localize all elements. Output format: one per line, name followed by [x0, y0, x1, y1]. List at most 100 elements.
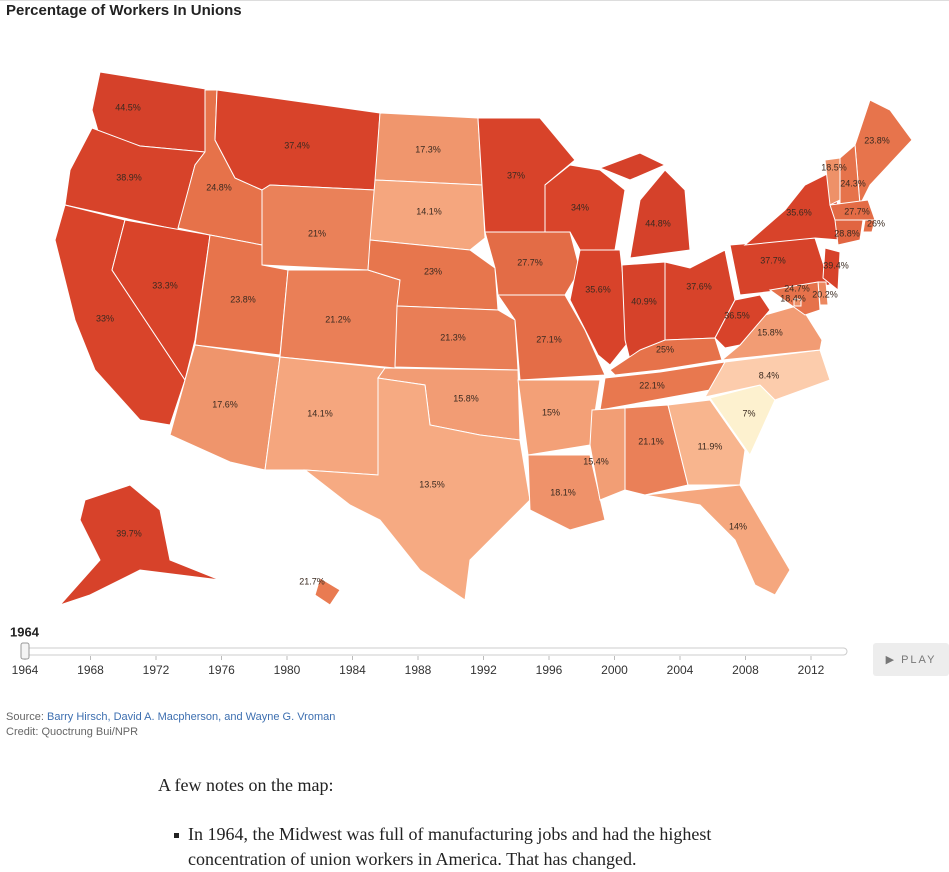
state-label: 15.4%	[583, 456, 609, 466]
state-label: 33%	[96, 313, 114, 323]
state-label: 15.8%	[453, 393, 479, 403]
state-label: 8.4%	[759, 370, 780, 380]
slider-track[interactable]	[21, 647, 848, 656]
slider-tick-label: 2000	[601, 663, 628, 677]
state-label: 27.7%	[517, 257, 543, 267]
state-label: 24.8%	[206, 182, 232, 192]
state	[527, 454, 606, 531]
state-label: 11.9%	[698, 441, 723, 451]
source-link[interactable]: Barry Hirsch, David A. Macpherson, and W…	[46, 711, 336, 723]
state	[569, 249, 631, 366]
state-label: 38.9%	[116, 172, 142, 182]
state-label: 21%	[308, 228, 326, 238]
note-item: In 1964, the Midwest was full of manufac…	[174, 822, 798, 872]
title: Percentage of Workers In Unions	[6, 2, 242, 19]
state-label: 37.6%	[686, 281, 712, 291]
state-label: 18.4%	[780, 293, 806, 303]
state-label: 26%	[867, 218, 885, 228]
state	[862, 219, 876, 233]
slider-tick-label: 2004	[667, 663, 694, 677]
state-label: 17.3%	[415, 144, 441, 154]
state-label: 33.3%	[152, 280, 178, 290]
state	[303, 377, 531, 601]
state-label: 17.6%	[212, 399, 238, 409]
state	[822, 247, 841, 291]
play-button[interactable]: ▶ PLAY	[873, 643, 949, 676]
state-label: 13.5%	[419, 479, 445, 489]
state-label: 34%	[571, 202, 589, 212]
state-label: 21.3%	[440, 332, 466, 342]
state-label: 20.2%	[812, 289, 838, 299]
slider-tick-label: 1992	[470, 663, 497, 677]
state-label: 21.2%	[325, 314, 351, 324]
slider-handle[interactable]	[20, 642, 30, 660]
state	[111, 219, 211, 382]
slider-tick-label: 1972	[143, 663, 170, 677]
state-label: 21.7%	[299, 576, 325, 586]
state-label: 44.5%	[115, 102, 141, 112]
state-label: 40.9%	[631, 296, 657, 306]
state	[624, 404, 689, 496]
state	[598, 152, 691, 259]
source-label: Source:	[6, 711, 44, 723]
notes-intro: A few notes on the map:	[158, 775, 334, 795]
state-label: 21.1%	[638, 436, 664, 446]
state-label: 14%	[729, 521, 747, 531]
state	[394, 305, 519, 371]
state-label: 18.1%	[550, 487, 576, 497]
slider-tick-label: 1964	[12, 663, 39, 677]
state-label: 37%	[507, 170, 525, 180]
slider-tick-label: 1980	[274, 663, 301, 677]
state-label: 24.3%	[840, 178, 866, 188]
slider-ticks: 1964 1968 1972 1976 1980 1984 1988 1992 1996 2000…	[12, 656, 825, 677]
source-line: Source: Barry Hirsch, David A. Macpherso…	[6, 710, 335, 725]
current-year: 1964	[10, 624, 40, 639]
state	[609, 337, 723, 376]
state-label: 37.4%	[284, 140, 310, 150]
state	[369, 179, 486, 251]
state-label: 24.7%	[784, 283, 810, 293]
state-label: 22.1%	[639, 380, 665, 390]
state-label: 7%	[742, 408, 755, 418]
state	[261, 184, 376, 271]
state-label: 18.5%	[821, 162, 847, 172]
state	[714, 294, 771, 349]
state-label: 44.8%	[645, 218, 671, 228]
credit: Credit: Quoctrung Bui/NPR	[6, 726, 139, 738]
state-label: 36.5%	[724, 310, 750, 320]
slider-tick-label: 1984	[339, 663, 366, 677]
state-label: 28.8%	[834, 228, 860, 238]
state-label: 35.6%	[585, 284, 611, 294]
state-label: 35.6%	[786, 207, 812, 217]
state	[667, 399, 746, 486]
state-label: 23%	[424, 266, 442, 276]
state-label: 23.8%	[864, 135, 890, 145]
slider-tick-label: 1988	[405, 663, 432, 677]
state-label: 14.1%	[416, 206, 442, 216]
state	[644, 484, 791, 596]
slider-tick-label: 2012	[798, 663, 825, 677]
slider-tick-label: 1996	[536, 663, 563, 677]
state	[58, 484, 221, 607]
slider-tick-label: 1968	[77, 663, 104, 677]
state-label: 27.1%	[536, 334, 562, 344]
state-label: 15%	[542, 407, 560, 417]
state-label: 27.7%	[844, 206, 870, 216]
slider-tick-label: 2008	[732, 663, 759, 677]
state	[793, 298, 802, 307]
footer: Source: Barry Hirsch, David A. Macpherso…	[6, 710, 335, 740]
slider-tick-label: 1976	[208, 663, 235, 677]
state-label: 14.1%	[307, 408, 333, 418]
play-icon: ▶	[885, 654, 902, 666]
state-label: 37.7%	[760, 255, 786, 265]
notes-list: In 1964, the Midwest was full of manufac…	[174, 822, 798, 872]
play-label: PLAY	[901, 653, 937, 666]
state-label: 39.7%	[116, 528, 142, 538]
state	[497, 294, 606, 381]
state-label: 39.4%	[823, 260, 849, 270]
state	[834, 219, 864, 246]
state	[589, 407, 626, 501]
map-figure: Percentage of Workers In Unions 44.5% 38.…	[0, 0, 949, 677]
state-label: 15.8%	[757, 327, 783, 337]
